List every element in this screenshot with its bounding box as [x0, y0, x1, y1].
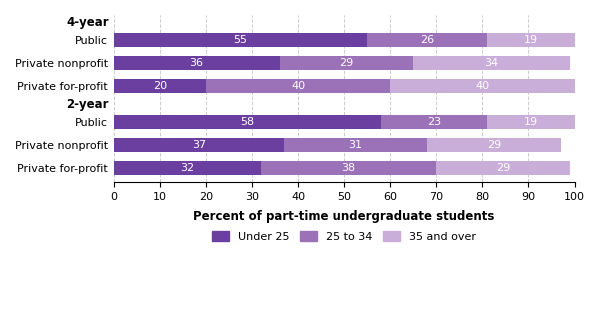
Text: 31: 31 [349, 140, 362, 150]
Bar [113, 138, 284, 152]
Text: 36: 36 [190, 58, 203, 68]
Bar [487, 34, 575, 47]
Text: 26: 26 [420, 35, 434, 45]
Bar [427, 138, 560, 152]
Bar [487, 115, 575, 129]
Bar [206, 79, 390, 93]
Text: 32: 32 [181, 163, 194, 173]
Text: 29: 29 [487, 140, 501, 150]
Legend: Under 25, 25 to 34, 35 and over: Under 25, 25 to 34, 35 and over [208, 227, 481, 247]
Text: 19: 19 [524, 117, 538, 127]
Text: 2-year: 2-year [67, 98, 109, 111]
Text: 37: 37 [192, 140, 206, 150]
Bar [390, 79, 575, 93]
Text: 20: 20 [152, 81, 167, 91]
X-axis label: Percent of part-time undergraduate students: Percent of part-time undergraduate stude… [193, 210, 495, 223]
Text: 55: 55 [233, 35, 247, 45]
Text: 40: 40 [475, 81, 490, 91]
Text: 34: 34 [484, 58, 499, 68]
Bar [113, 79, 206, 93]
Bar [436, 161, 570, 175]
Text: 40: 40 [291, 81, 305, 91]
Bar [367, 34, 487, 47]
Text: 29: 29 [339, 58, 353, 68]
Text: 23: 23 [427, 117, 441, 127]
Bar [261, 161, 436, 175]
Text: 29: 29 [496, 163, 510, 173]
Bar [113, 34, 367, 47]
Text: 19: 19 [524, 35, 538, 45]
Text: 4-year: 4-year [67, 16, 109, 29]
Text: 58: 58 [240, 117, 254, 127]
Text: 38: 38 [341, 163, 356, 173]
Bar [413, 56, 570, 70]
Bar [381, 115, 487, 129]
Bar [280, 56, 413, 70]
Bar [284, 138, 427, 152]
Bar [113, 161, 261, 175]
Bar [113, 115, 381, 129]
Bar [113, 56, 280, 70]
